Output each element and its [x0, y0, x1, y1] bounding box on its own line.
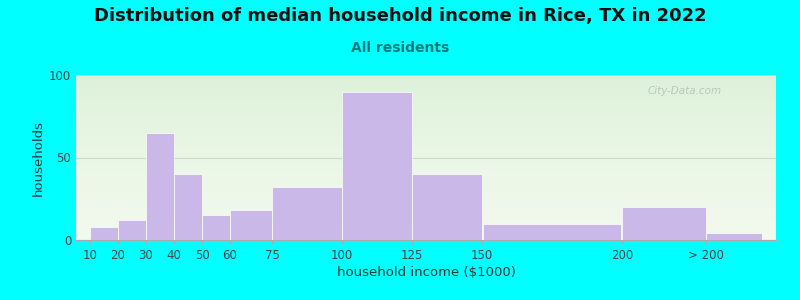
Bar	[412, 174, 482, 240]
Text: All residents: All residents	[351, 40, 449, 55]
Text: Distribution of median household income in Rice, TX in 2022: Distribution of median household income …	[94, 8, 706, 26]
Bar	[146, 133, 174, 240]
Bar	[706, 233, 762, 240]
Bar	[174, 174, 202, 240]
Bar	[118, 220, 146, 240]
Bar	[482, 224, 622, 240]
Bar	[202, 215, 230, 240]
Text: City-Data.com: City-Data.com	[648, 86, 722, 97]
Bar	[272, 187, 342, 240]
Bar	[90, 227, 118, 240]
Bar	[342, 92, 412, 240]
Y-axis label: households: households	[32, 119, 45, 196]
Bar	[230, 210, 272, 240]
X-axis label: household income ($1000): household income ($1000)	[337, 266, 515, 279]
Bar	[622, 207, 706, 240]
